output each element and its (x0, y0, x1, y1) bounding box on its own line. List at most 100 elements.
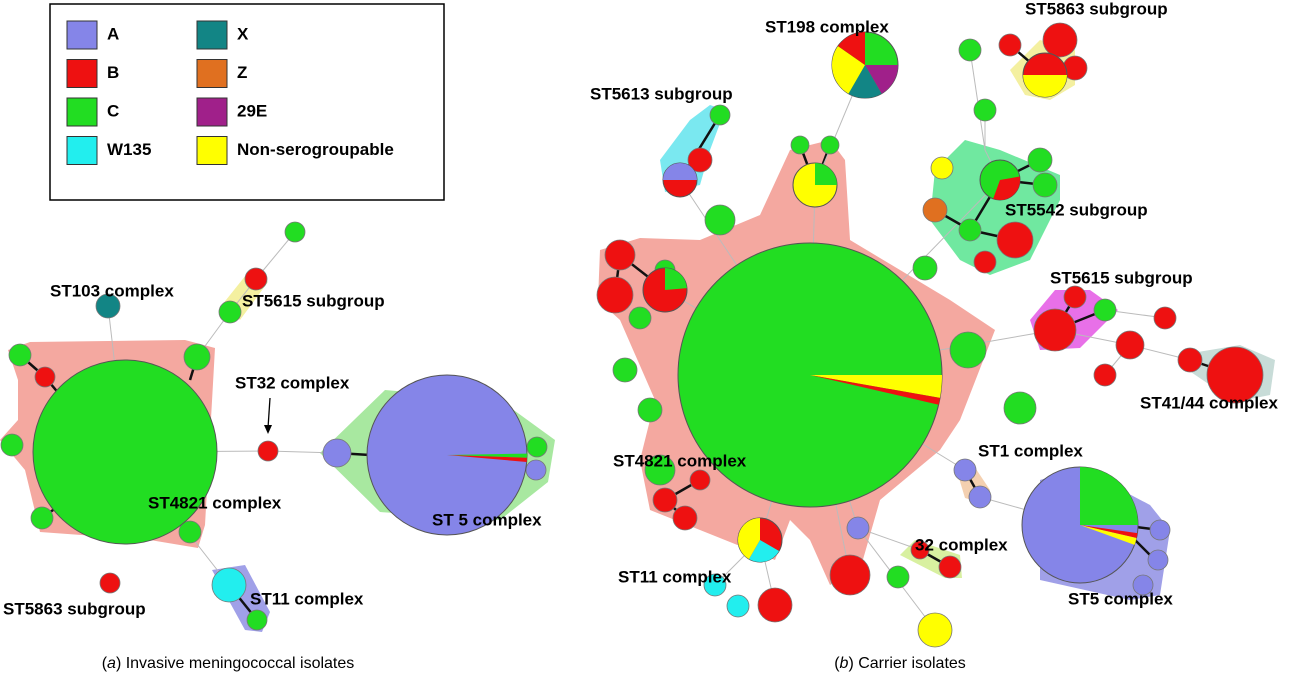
node (284, 221, 306, 243)
legend-swatch (66, 20, 98, 50)
node (958, 38, 982, 62)
node (652, 487, 678, 513)
node (938, 555, 962, 579)
node (526, 436, 548, 458)
node (703, 573, 727, 597)
node (1033, 308, 1077, 352)
node (1003, 391, 1037, 425)
node (1063, 285, 1087, 309)
node (8, 343, 32, 367)
pie-slice (848, 65, 882, 98)
node (246, 609, 268, 631)
cluster-label: ST5863 subgroup (1025, 0, 1168, 18)
caption: (a) Invasive meningococcal isolates (102, 655, 355, 672)
edge (969, 49, 986, 151)
node (1115, 330, 1145, 360)
node (211, 567, 247, 603)
legend-swatch (196, 20, 228, 50)
pie-slice (663, 163, 697, 180)
node (886, 565, 910, 589)
node (183, 343, 211, 371)
node (30, 506, 54, 530)
pie-slice (810, 375, 940, 405)
node (846, 516, 870, 540)
nodes (0, 22, 1264, 648)
legend-box (49, 3, 445, 201)
legend-swatch (196, 59, 228, 88)
caption-part: ) Invasive meningococcal isolates (116, 655, 354, 672)
node (0, 433, 24, 457)
legend-swatch (66, 97, 98, 127)
cluster-label: ST32 complex (235, 373, 350, 392)
node (958, 218, 982, 242)
pie-slice (738, 518, 760, 560)
cluster-label: ST5615 subgroup (1050, 268, 1193, 287)
cluster-label: ST5863 subgroup (3, 599, 146, 618)
legend: A BC W135 X Z 29E Non-serogroupable (66, 20, 394, 165)
node (726, 594, 750, 618)
pie-slice (832, 46, 865, 94)
node (973, 98, 997, 122)
node (1206, 346, 1264, 404)
pie-slice (447, 455, 527, 462)
node (790, 135, 810, 155)
node (689, 469, 711, 491)
node (922, 197, 948, 223)
legend-swatch (66, 59, 98, 88)
cluster-label: ST5613 subgroup (590, 84, 733, 103)
arrow (267, 397, 271, 429)
pie-slice (447, 453, 527, 458)
legend-label: B (107, 63, 119, 82)
node (1093, 298, 1117, 322)
node (968, 485, 992, 509)
node (1093, 363, 1117, 387)
caption-part: b (840, 655, 849, 672)
caption-part: ( (834, 655, 840, 672)
node (704, 204, 736, 236)
pie-slice (665, 268, 687, 290)
cluster-label: ST4821 complex (148, 493, 282, 512)
node (757, 587, 793, 623)
cluster-label: ST5615 subgroup (242, 291, 385, 310)
pie-slice (815, 163, 837, 185)
cluster-label: ST1 complex (978, 441, 1083, 460)
cluster-label: ST5 complex (1068, 589, 1173, 608)
pie-slice (865, 65, 898, 94)
node (930, 156, 954, 180)
node (829, 554, 871, 596)
node (1042, 22, 1078, 58)
pie-slice (810, 375, 942, 398)
node (998, 33, 1022, 57)
pie-slice (837, 32, 865, 65)
node (687, 147, 713, 173)
legend-label: X (237, 24, 249, 43)
pie-slice (749, 540, 780, 562)
node (910, 540, 930, 560)
node (218, 300, 242, 324)
node (672, 505, 698, 531)
node (709, 104, 731, 126)
node (604, 239, 636, 271)
legend-label: C (107, 101, 119, 120)
pie-node (32, 359, 218, 545)
node (1147, 549, 1169, 571)
cluster-label: ST4821 complex (613, 451, 747, 470)
node (612, 357, 638, 383)
node (1153, 306, 1177, 330)
cluster-label: 32 complex (915, 535, 1008, 554)
cluster-label: ST41/44 complex (1140, 393, 1279, 412)
node (637, 397, 663, 423)
labels: ST103 complex ST5615 subgroup ST32 complex… (3, 0, 1279, 672)
caption-part: ) Carrier isolates (848, 655, 965, 672)
node (596, 276, 634, 314)
node (178, 520, 202, 544)
node (257, 440, 279, 462)
arrow-head (264, 425, 272, 434)
pie-slice (1080, 525, 1137, 545)
node (644, 454, 676, 486)
node (953, 458, 977, 482)
pie-slice (1080, 525, 1138, 539)
legend-label: Z (237, 63, 247, 82)
legend-swatch (196, 136, 228, 165)
